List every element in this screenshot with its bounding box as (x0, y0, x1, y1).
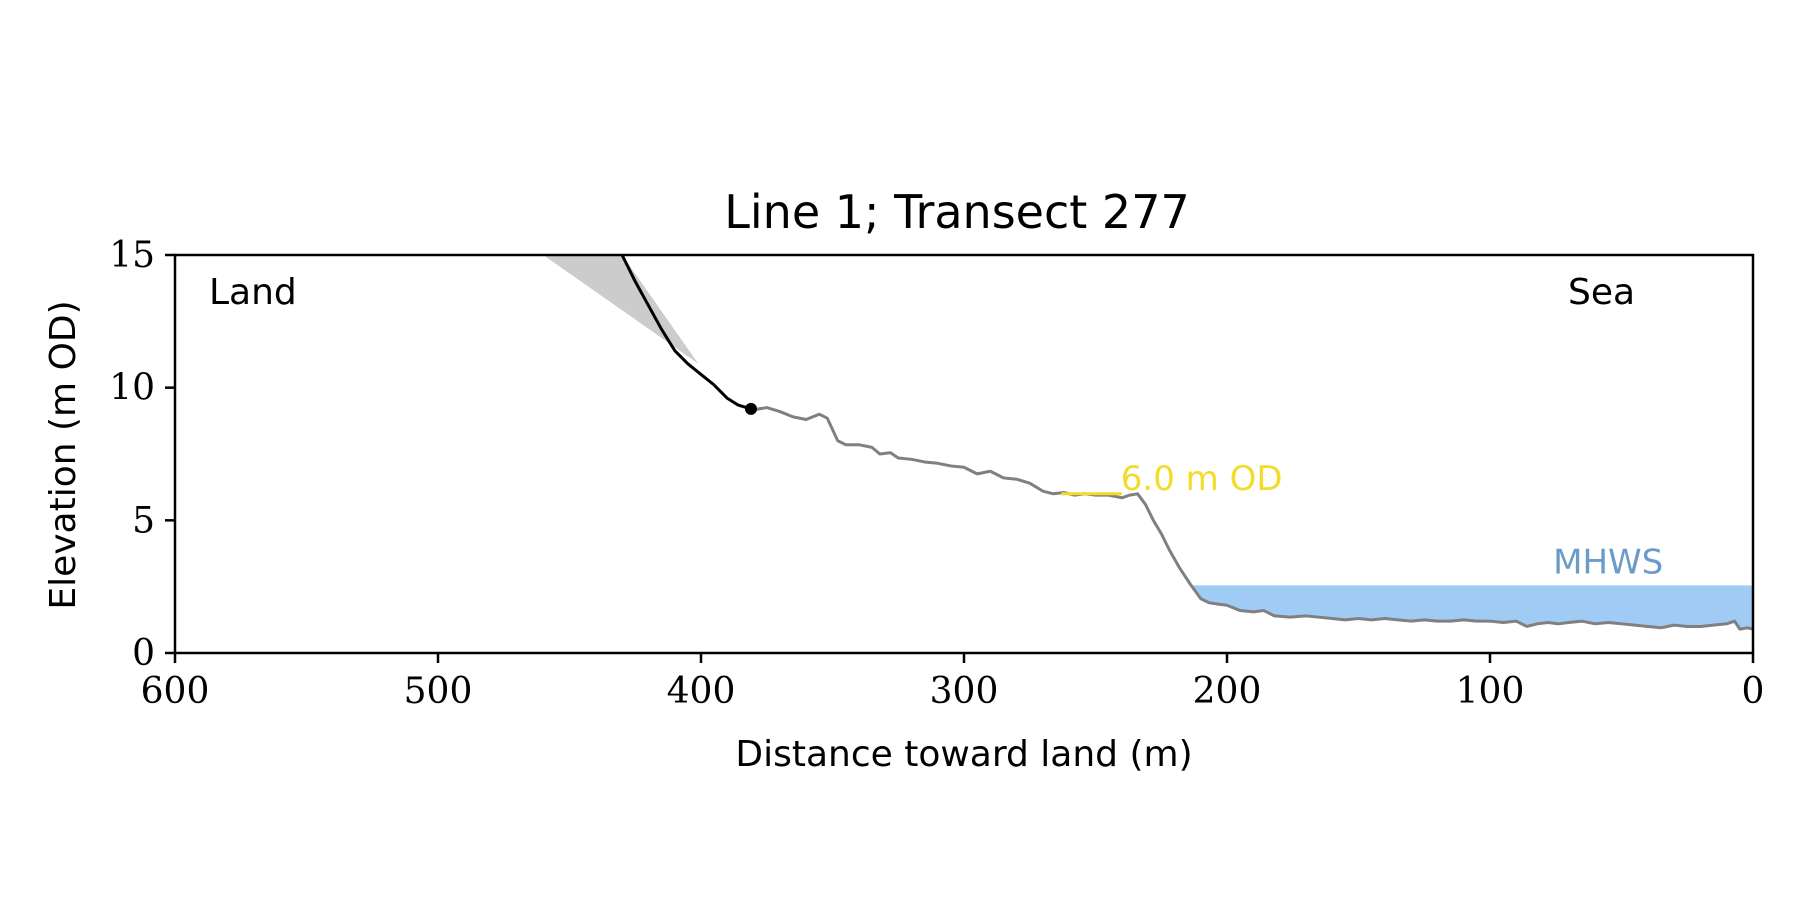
cliff-top-point (744, 402, 757, 415)
x-tick-label: 300 (930, 671, 999, 712)
y-tick-label: 0 (132, 633, 155, 674)
cliff-line (620, 254, 752, 411)
mhws-area (1191, 585, 1753, 630)
x-tick-label: 100 (1456, 671, 1525, 712)
y-axis: 0 5 10 15 (109, 235, 175, 674)
y-axis-label: Elevation (m OD) (43, 300, 84, 609)
x-tick-label: 0 (1742, 671, 1765, 712)
x-axis: 600 500 400 300 200 100 0 (141, 653, 1765, 712)
cliff-wedge (543, 255, 699, 364)
y-tick-label: 15 (109, 235, 155, 276)
land-label: Land (209, 272, 297, 313)
x-tick-label: 600 (141, 671, 210, 712)
sea-label: Sea (1568, 272, 1635, 313)
x-axis-label: Distance toward land (m) (735, 734, 1192, 775)
x-tick-label: 200 (1193, 671, 1262, 712)
plot-area: 6.0 m OD MHWS (543, 254, 1754, 631)
x-tick-label: 400 (667, 671, 736, 712)
x-tick-label: 500 (404, 671, 473, 712)
y-tick-label: 5 (132, 500, 155, 541)
od-marker-label: 6.0 m OD (1121, 459, 1283, 499)
mhws-label: MHWS (1553, 542, 1663, 582)
profile-line (750, 406, 1754, 631)
chart-title: Line 1; Transect 277 (724, 185, 1189, 239)
y-tick-label: 10 (109, 368, 155, 409)
